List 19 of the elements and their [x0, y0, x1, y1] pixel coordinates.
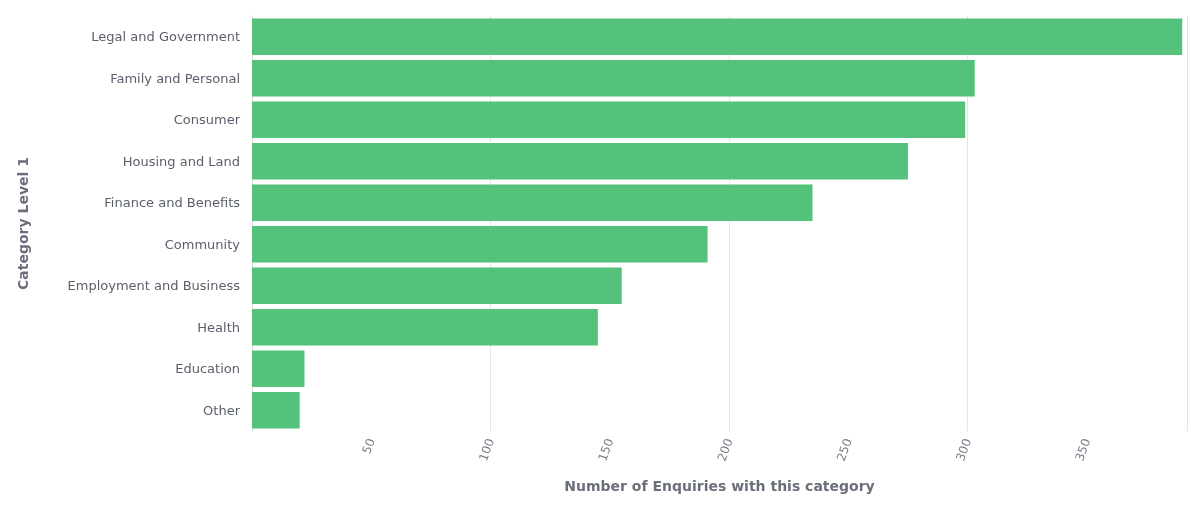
y-tick-label: Other: [203, 402, 241, 418]
y-tick-label: Education: [175, 361, 240, 377]
x-tick-label: 50: [359, 436, 378, 456]
x-tick-label: 350: [1072, 436, 1094, 463]
x-tick-label: 300: [953, 436, 975, 463]
x-tick-label: 250: [833, 436, 855, 463]
y-tick-label: Consumer: [173, 112, 241, 128]
y-tick-label: Housing and Land: [122, 153, 240, 169]
y-tick-label: Family and Personal: [110, 70, 240, 86]
x-tick-label: 100: [476, 436, 498, 463]
x-axis-title: Number of Enquiries with this category: [564, 478, 875, 494]
y-tick-label: Community: [164, 236, 241, 252]
x-tick-label: 150: [595, 436, 617, 463]
y-tick-label: Employment and Business: [67, 278, 241, 294]
y-tick-label: Health: [197, 319, 240, 335]
y-tick-label: Legal and Government: [91, 29, 240, 45]
y-tick-label: Finance and Benefits: [104, 195, 241, 211]
y-axis-title: Category Level 1: [15, 157, 31, 290]
x-tick-label: 200: [714, 436, 736, 463]
